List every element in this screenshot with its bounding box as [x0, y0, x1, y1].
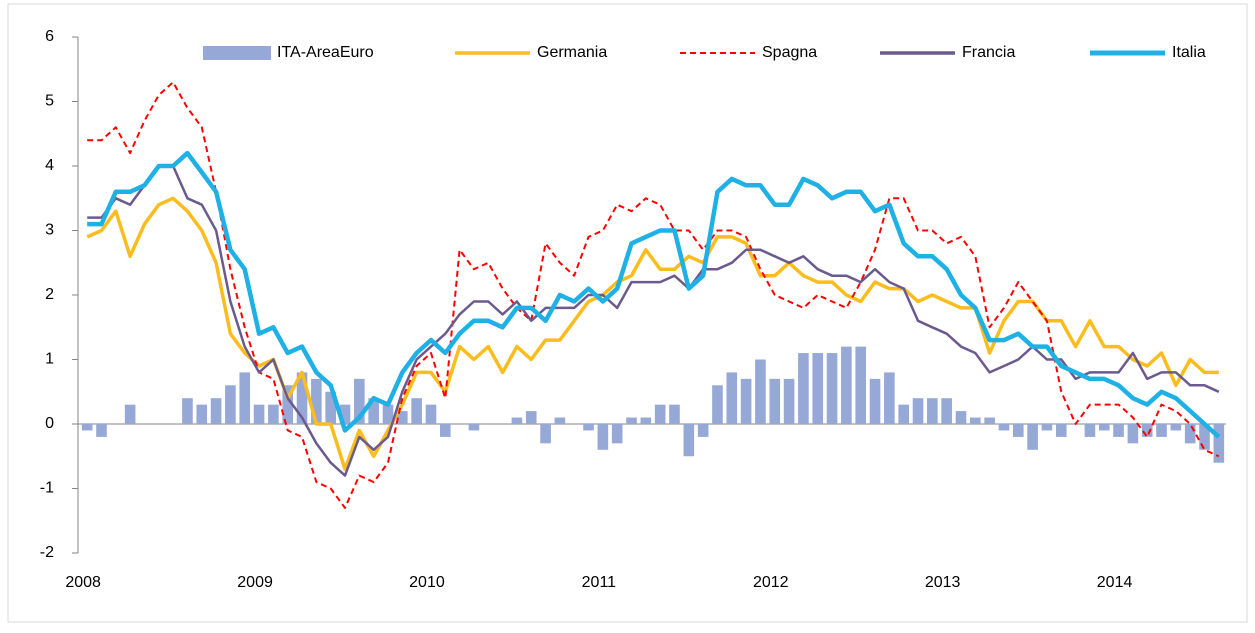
bar — [468, 424, 480, 431]
bar — [382, 404, 394, 424]
bar — [225, 385, 236, 424]
legend-label: Francia — [962, 44, 1015, 61]
bar — [812, 353, 824, 424]
bar — [927, 398, 938, 424]
bar — [697, 424, 709, 437]
bar — [439, 424, 451, 437]
bar — [626, 417, 637, 424]
bar — [769, 378, 781, 424]
bar — [182, 398, 193, 424]
bar — [1184, 424, 1196, 444]
x-tick-label: 2014 — [1097, 574, 1133, 591]
bar — [1170, 424, 1182, 431]
line-series — [87, 164, 1220, 477]
bar — [1156, 424, 1167, 437]
bar — [268, 404, 279, 424]
bar — [1213, 424, 1225, 463]
y-tick-label: 1 — [45, 351, 54, 368]
bar — [841, 346, 852, 424]
bar — [1113, 424, 1124, 437]
bar — [955, 411, 967, 424]
x-tick-label: 2011 — [582, 574, 617, 591]
bar — [1041, 424, 1053, 431]
y-tick-label: 4 — [45, 157, 54, 174]
y-tick-label: 0 — [45, 415, 54, 432]
bar — [96, 424, 107, 437]
bar — [253, 404, 265, 424]
x-tick-label: 2008 — [65, 574, 101, 591]
y-tick-label: 3 — [45, 222, 54, 239]
bar — [124, 404, 136, 424]
bar — [339, 404, 351, 424]
bar — [884, 372, 895, 424]
bar — [826, 353, 838, 424]
bar — [683, 424, 695, 457]
bar — [1055, 424, 1067, 437]
legend-swatch — [203, 46, 271, 60]
bar — [798, 353, 809, 424]
bar — [525, 411, 537, 424]
bar — [984, 417, 995, 424]
bar — [712, 385, 723, 424]
bar — [210, 398, 222, 424]
bar — [783, 378, 795, 424]
bar — [296, 372, 308, 424]
bar — [597, 424, 609, 450]
bar — [540, 424, 551, 444]
y-tick-label: 2 — [45, 286, 54, 303]
bar — [1027, 424, 1038, 450]
legend-label: Italia — [1172, 44, 1206, 61]
line-series — [87, 81, 1220, 509]
y-tick-label: -1 — [40, 480, 54, 497]
bar — [397, 411, 408, 424]
x-tick-label: 2013 — [925, 574, 961, 591]
y-tick-label: 6 — [45, 28, 54, 45]
bar — [1084, 424, 1096, 437]
bar — [511, 417, 523, 424]
legend-label: Spagna — [762, 44, 817, 61]
bar — [311, 378, 322, 424]
bar — [282, 385, 294, 424]
y-tick-label: -2 — [40, 544, 54, 561]
bar — [640, 417, 652, 424]
bar — [196, 404, 208, 424]
bar — [1098, 424, 1110, 431]
legend-label: ITA-AreaEuro — [277, 44, 374, 61]
bar — [325, 391, 336, 424]
bar — [583, 424, 594, 431]
bar — [1127, 424, 1139, 444]
bar — [425, 404, 437, 424]
bar — [869, 378, 881, 424]
bar — [740, 378, 752, 424]
bar — [368, 398, 379, 424]
x-tick-label: 2009 — [237, 574, 273, 591]
bar — [654, 404, 666, 424]
x-tick-label: 2010 — [409, 574, 445, 591]
bar — [1141, 424, 1153, 437]
bar — [855, 346, 867, 424]
y-tick-label: 5 — [45, 93, 54, 110]
bar — [554, 417, 566, 424]
bar — [755, 359, 766, 424]
bar — [81, 424, 93, 431]
bar — [912, 398, 924, 424]
bar — [239, 372, 251, 424]
line-series — [87, 150, 1221, 439]
x-tick-label: 2012 — [753, 574, 789, 591]
bar — [941, 398, 952, 424]
chart-frame — [7, 3, 1248, 623]
bar — [411, 398, 422, 424]
bar — [611, 424, 623, 444]
bar — [669, 404, 680, 424]
bar — [726, 372, 738, 424]
bar — [1199, 424, 1210, 450]
legend-label: Germania — [537, 44, 607, 61]
bar — [970, 417, 981, 424]
bar — [998, 424, 1010, 431]
bar — [354, 378, 365, 424]
bar — [898, 404, 909, 424]
bar — [1012, 424, 1024, 437]
